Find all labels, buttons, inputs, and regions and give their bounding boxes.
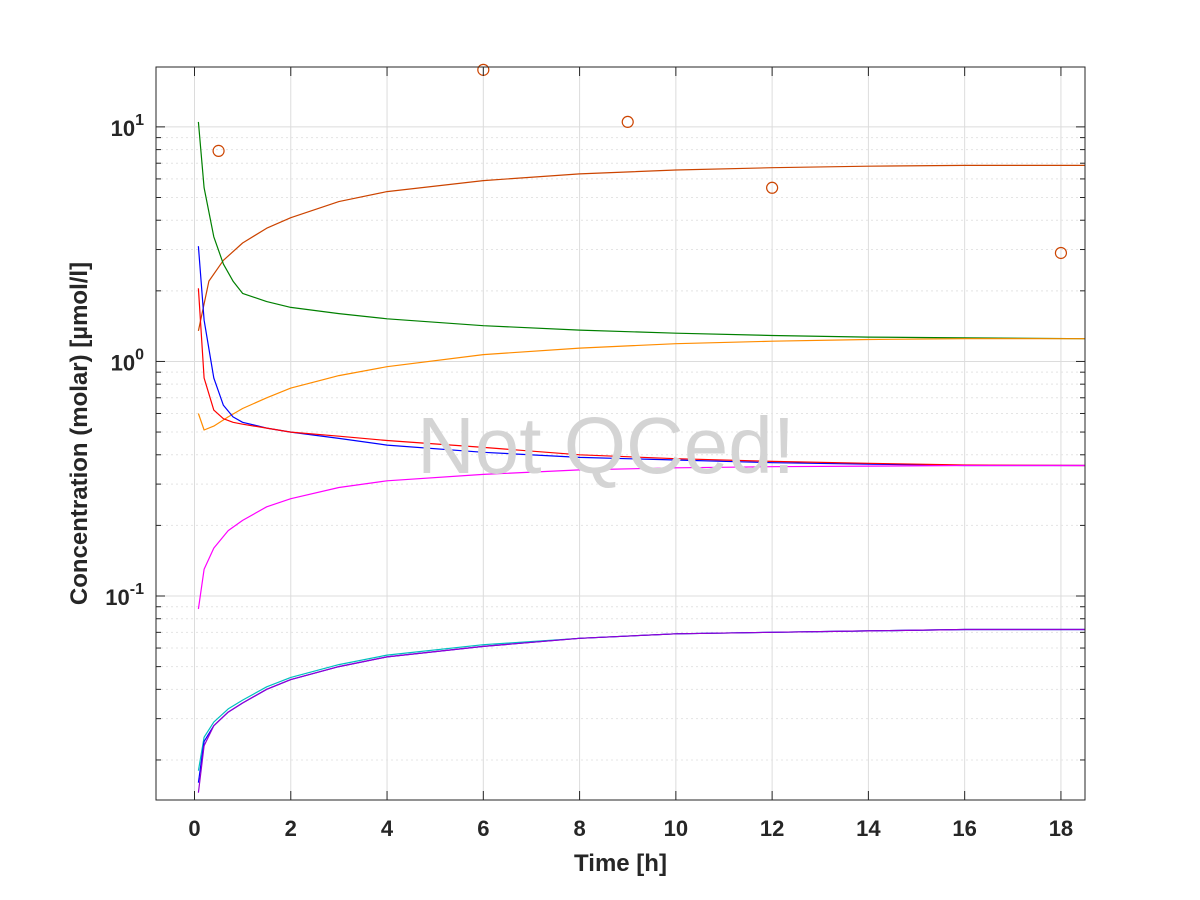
observation-point [621, 115, 634, 129]
y-tick-label-base: 10 [105, 585, 129, 610]
y-axis-label: Concentration (molar) [µmol/l] [66, 262, 93, 605]
x-tick-label: 10 [664, 816, 688, 841]
y-tick-label: 10-1 [105, 581, 144, 610]
x-tick-label: 0 [188, 816, 200, 841]
x-tick-label: 8 [573, 816, 585, 841]
x-tick-label: 16 [952, 816, 976, 841]
series-line-2 [197, 121, 1086, 340]
y-tick-label-exponent: 0 [135, 346, 144, 363]
observation-point [1054, 246, 1068, 260]
x-tick-label: 4 [381, 816, 394, 841]
observation-point [212, 144, 225, 157]
y-tick-label-base: 10 [111, 116, 135, 141]
x-tick-label: 6 [477, 816, 489, 841]
axes-box [155, 66, 1086, 801]
y-tick-label: 101 [111, 112, 144, 141]
series-line-6 [197, 464, 1085, 610]
y-tick-label: 100 [111, 346, 144, 375]
watermark: Not QCed! [417, 401, 795, 490]
y-tick-label-exponent: 1 [135, 112, 144, 129]
series-line-5 [197, 288, 1086, 467]
series-line-1 [197, 164, 1085, 332]
series-lines [197, 121, 1086, 793]
series-line-4 [197, 246, 1085, 467]
series-line-9 [197, 628, 1085, 793]
x-axis-label: Time [h] [574, 850, 667, 877]
x-tick-label: 12 [760, 816, 784, 841]
series-line-3 [197, 338, 1085, 431]
y-tick-label-base: 10 [111, 350, 135, 375]
observation-point [766, 181, 779, 194]
x-tick-label: 14 [856, 816, 881, 841]
grid [156, 67, 1085, 800]
x-tick-label: 18 [1049, 816, 1073, 841]
y-tick-label-exponent: -1 [130, 581, 144, 598]
x-tick-label: 2 [285, 816, 297, 841]
